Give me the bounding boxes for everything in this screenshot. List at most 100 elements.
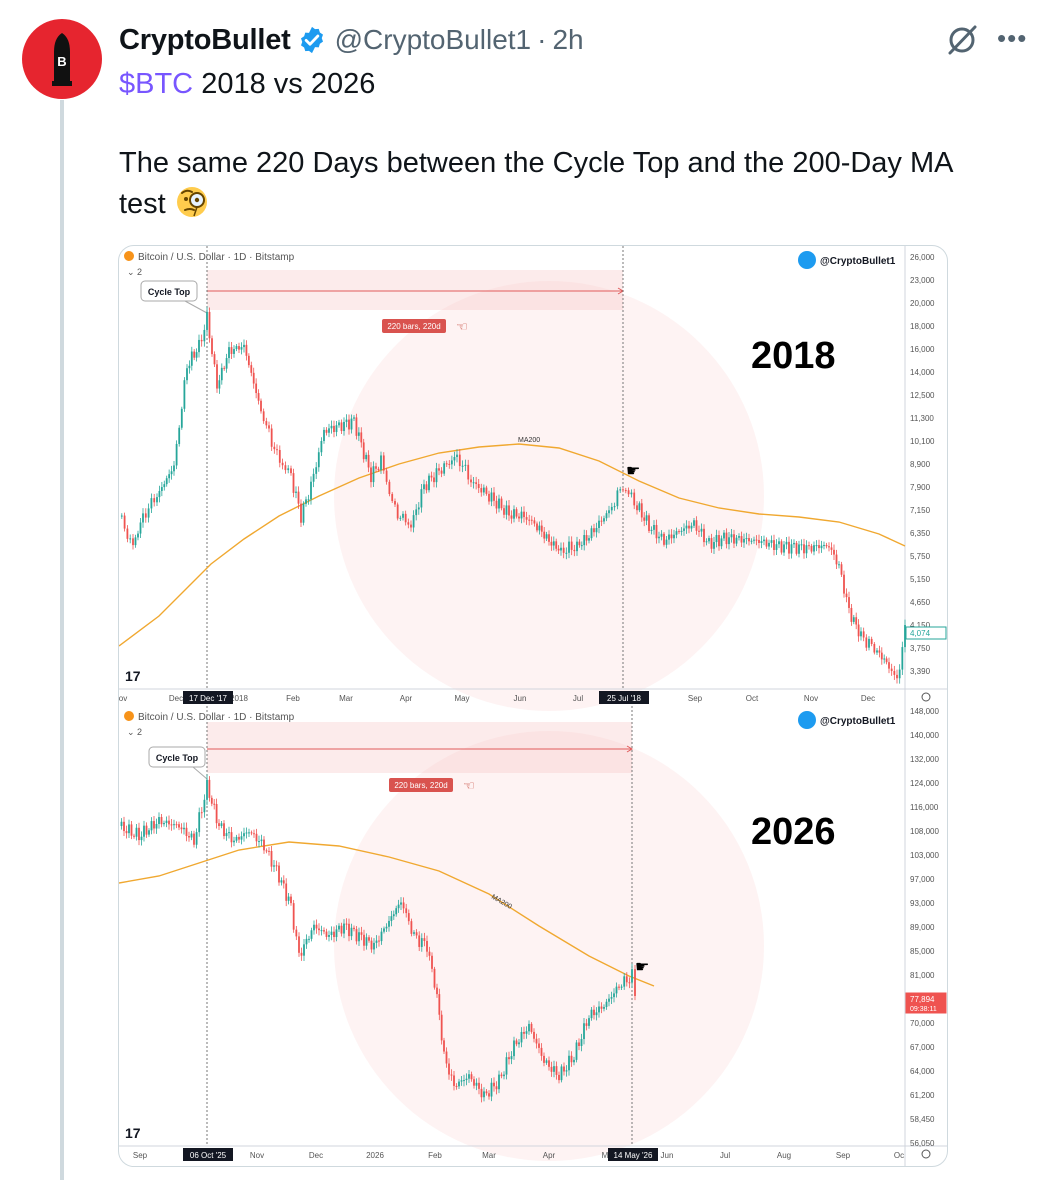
price-tick-label: 4,150 bbox=[910, 621, 931, 630]
arrow-head bbox=[626, 745, 633, 753]
candle-body bbox=[153, 498, 156, 503]
candle-body bbox=[620, 986, 623, 988]
candle-body bbox=[765, 539, 768, 547]
candle-body bbox=[673, 534, 675, 539]
candle-body bbox=[315, 467, 318, 474]
date-tag-start bbox=[183, 691, 233, 704]
candle-body bbox=[470, 1074, 473, 1080]
candle-body bbox=[558, 1074, 560, 1081]
candle-body bbox=[705, 541, 708, 543]
candle-body bbox=[130, 824, 133, 836]
candle-body bbox=[595, 527, 598, 533]
ma-test-hand-icon: ☛ bbox=[626, 463, 640, 480]
candle-body bbox=[463, 1080, 465, 1082]
candle-body bbox=[498, 498, 500, 509]
candle-body bbox=[505, 505, 508, 515]
user-handle[interactable]: @CryptoBullet1 bbox=[334, 24, 532, 55]
time-tick-label: Sep bbox=[133, 1151, 148, 1160]
candle-body bbox=[363, 934, 365, 946]
candle-body bbox=[610, 997, 613, 999]
candle-body bbox=[415, 932, 418, 936]
candle-body bbox=[860, 631, 862, 637]
candle-body bbox=[500, 498, 503, 509]
candle-body bbox=[407, 522, 410, 525]
candle-body bbox=[245, 832, 248, 834]
candle-body bbox=[773, 540, 775, 550]
current-price-tag bbox=[905, 626, 947, 640]
candle-body bbox=[240, 836, 243, 840]
time-tick-label: Sep bbox=[836, 1151, 851, 1160]
candle-body bbox=[268, 850, 270, 852]
candle-body bbox=[343, 923, 345, 934]
candle-body bbox=[276, 449, 278, 451]
candle-body bbox=[850, 607, 853, 622]
candle-body bbox=[257, 393, 260, 401]
candle-body bbox=[262, 411, 265, 422]
bitcoin-logo-icon bbox=[124, 251, 134, 261]
candle-body bbox=[412, 515, 415, 528]
candle-body bbox=[260, 400, 262, 412]
candle-body bbox=[685, 525, 688, 529]
candle-body bbox=[485, 1091, 488, 1094]
candle-body bbox=[660, 533, 663, 537]
candle-body bbox=[245, 344, 248, 356]
candle-body bbox=[238, 836, 240, 840]
verified-badge-icon[interactable] bbox=[297, 25, 327, 55]
candle-body bbox=[357, 432, 360, 436]
chart-image-card[interactable]: Bitcoin / U.S. Dollar · 1D · Bitstamp ⌄ 2… bbox=[118, 245, 948, 1167]
candle-body bbox=[328, 428, 330, 433]
candle-body bbox=[588, 1018, 590, 1026]
candle-body bbox=[630, 492, 633, 495]
candle-body bbox=[518, 1042, 520, 1045]
display-name[interactable]: CryptoBullet bbox=[119, 23, 291, 56]
candle-body bbox=[780, 541, 783, 553]
candle-body bbox=[431, 955, 433, 969]
time-tick-label: M bbox=[602, 1151, 609, 1160]
candle-body bbox=[480, 488, 483, 493]
candle-body bbox=[440, 470, 443, 474]
grok-icon[interactable] bbox=[944, 22, 980, 58]
tweet-text-title: 2018 vs 2026 bbox=[193, 68, 376, 100]
more-options-button[interactable]: ••• bbox=[997, 23, 1028, 53]
candle-body bbox=[610, 506, 613, 511]
candle-body bbox=[540, 525, 543, 532]
candle-body bbox=[443, 1040, 445, 1052]
candle-body bbox=[420, 489, 423, 508]
candle-body bbox=[270, 850, 273, 867]
post-time[interactable]: 2h bbox=[552, 24, 584, 55]
candle-body bbox=[175, 443, 178, 466]
candle-body bbox=[538, 1043, 540, 1048]
candle-body bbox=[285, 883, 288, 901]
candle-body bbox=[498, 1074, 500, 1090]
date-tag-end bbox=[599, 691, 649, 704]
candle-body bbox=[440, 1014, 443, 1041]
candle-body bbox=[578, 541, 581, 546]
current-price-label: 77,894 bbox=[910, 995, 935, 1004]
candle-body bbox=[565, 1070, 568, 1072]
price-tick-label: 4,650 bbox=[910, 598, 931, 607]
candle-body bbox=[160, 817, 163, 825]
candle-body bbox=[215, 804, 218, 824]
candle-body bbox=[795, 542, 798, 554]
candle-body bbox=[710, 538, 713, 549]
candle-body bbox=[873, 643, 876, 653]
candle-body bbox=[768, 542, 770, 547]
candle-body bbox=[225, 833, 228, 837]
candle-body bbox=[670, 534, 673, 539]
candle-body bbox=[265, 421, 268, 426]
candle-body bbox=[430, 475, 433, 478]
candle-body bbox=[798, 544, 800, 554]
candle-body bbox=[335, 929, 338, 938]
candle-body bbox=[423, 484, 425, 490]
candle-body bbox=[713, 542, 715, 549]
cashtag-link[interactable]: $BTC bbox=[119, 68, 194, 100]
avatar[interactable]: B bbox=[22, 19, 102, 99]
chart-panel-2018: Bitcoin / U.S. Dollar · 1D · Bitstamp ⌄ 2… bbox=[119, 246, 947, 711]
candle-body bbox=[488, 493, 490, 502]
candle-body bbox=[683, 528, 685, 531]
candle-body bbox=[448, 1063, 450, 1075]
candle-body bbox=[150, 498, 153, 509]
time-tick-label: Nov bbox=[804, 694, 818, 703]
candle-body bbox=[142, 513, 144, 523]
candle-body bbox=[203, 329, 206, 342]
